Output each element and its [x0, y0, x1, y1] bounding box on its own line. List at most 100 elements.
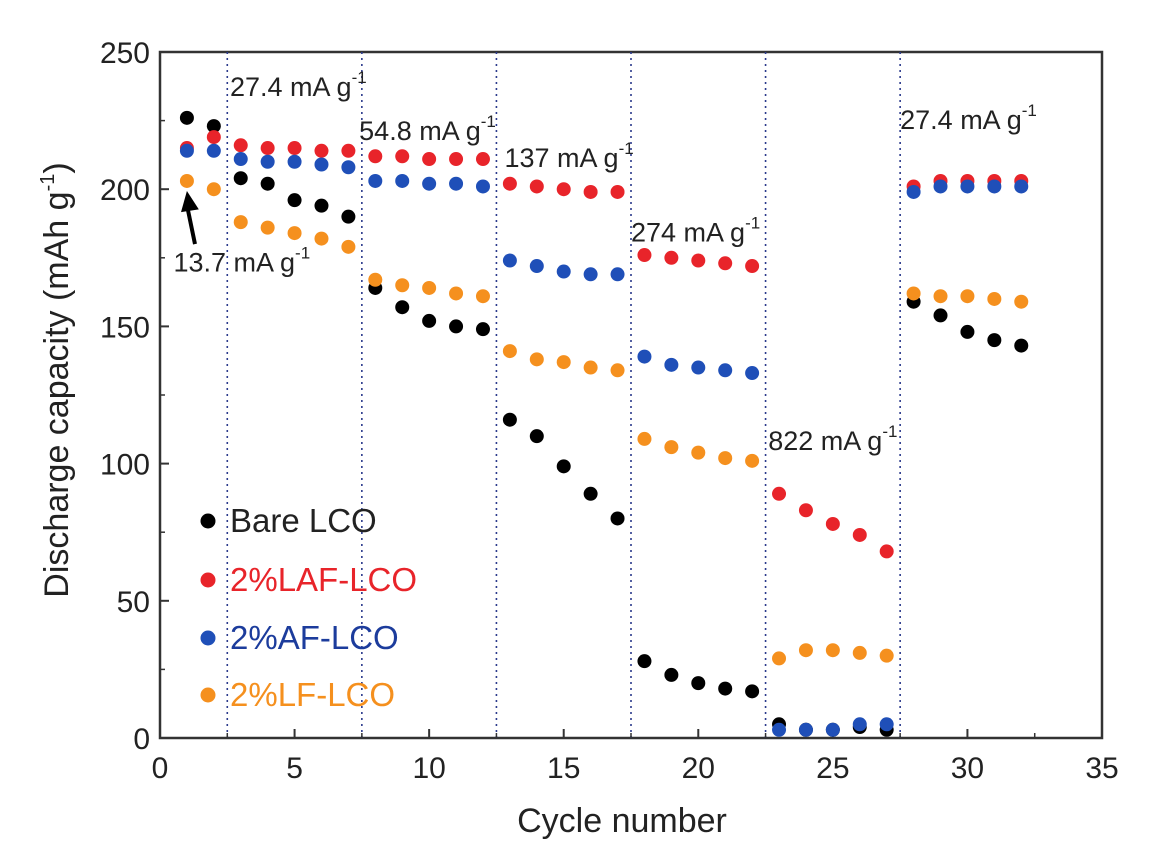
data-point [206, 130, 221, 145]
rate-annotation: 822 mA g-1 [768, 422, 897, 456]
series-2af-lco [179, 143, 1029, 737]
data-point [691, 445, 706, 460]
data-point [368, 149, 383, 164]
annotation-arrowhead [181, 190, 199, 213]
data-point [933, 179, 948, 194]
data-point [260, 220, 275, 235]
data-point [260, 141, 275, 156]
data-point [879, 544, 894, 559]
data-point [529, 259, 544, 274]
data-point [475, 179, 490, 194]
data-point [772, 651, 787, 666]
rate-annotation: 27.4 mA g-1 [900, 101, 1037, 135]
rate-annotation: 274 mA g-1 [631, 213, 760, 247]
data-point [637, 248, 652, 263]
data-point [745, 684, 760, 699]
data-point [583, 267, 598, 282]
axis-ticks: 0 5 10 15 20 25 30 35 0 50 100 150 200 250 [100, 37, 1119, 785]
legend-marker-2af-lco [200, 630, 216, 646]
legend-label-2laf-lco: 2%LAF-LCO [230, 561, 417, 598]
data-point [449, 176, 464, 191]
data-point [502, 253, 517, 268]
data-point [718, 363, 733, 378]
data-point [475, 322, 490, 337]
data-point [529, 179, 544, 194]
data-point [233, 152, 248, 167]
rate-annotation: 54.8 mA g-1 [359, 112, 496, 146]
data-point [179, 173, 194, 188]
y-tick-label: 0 [133, 723, 150, 756]
data-point [879, 648, 894, 663]
data-point [179, 110, 194, 125]
series-2lf-lco [179, 173, 1029, 666]
data-point [637, 349, 652, 364]
data-point [287, 226, 302, 241]
data-point [987, 291, 1002, 306]
data-point [556, 459, 571, 474]
data-point [529, 429, 544, 444]
data-point [745, 366, 760, 381]
data-point [206, 119, 221, 134]
data-point [852, 717, 867, 732]
x-tick-label: 10 [412, 752, 445, 785]
rate-annotation: 27.4 mA g-1 [230, 68, 367, 102]
x-tick-label: 35 [1085, 752, 1118, 785]
data-point [745, 259, 760, 274]
data-point [987, 179, 1002, 194]
data-point [395, 278, 410, 293]
data-point [341, 209, 356, 224]
data-point [556, 264, 571, 279]
data-point [449, 152, 464, 167]
data-point [422, 152, 437, 167]
data-point [664, 250, 679, 265]
x-axis-title: Cycle number [517, 802, 727, 840]
data-point [314, 157, 329, 172]
data-point [260, 176, 275, 191]
data-point [341, 239, 356, 254]
annotation-arrow [184, 204, 197, 245]
data-point [395, 173, 410, 188]
data-point [664, 440, 679, 455]
data-point [825, 722, 840, 737]
x-tick-label: 0 [152, 752, 169, 785]
data-point [314, 198, 329, 213]
data-point [395, 300, 410, 315]
y-tick-label: 250 [100, 37, 150, 70]
data-point [718, 681, 733, 696]
legend-marker-bare-lco [200, 513, 216, 529]
data-point [475, 152, 490, 167]
data-point [287, 193, 302, 208]
data-point [960, 289, 975, 304]
rate-annotation: 13.7 mA g-1 [173, 244, 310, 278]
data-point [610, 184, 625, 199]
data-point [906, 286, 921, 301]
y-tick-label: 50 [117, 586, 150, 619]
data-point [610, 363, 625, 378]
data-point [314, 231, 329, 246]
rate-annotation: 137 mA g-1 [505, 139, 634, 173]
data-point [852, 527, 867, 542]
data-point [933, 289, 948, 304]
rate-boundaries [226, 52, 901, 738]
data-point [664, 667, 679, 682]
data-point [502, 344, 517, 359]
y-tick-label: 200 [100, 174, 150, 207]
data-point [691, 253, 706, 268]
annotations: 13.7 mA g-1 27.4 mA g-1 54.8 mA g-1 137 mA … [173, 68, 1036, 456]
data-point [502, 412, 517, 427]
data-point [556, 182, 571, 197]
data-point [718, 451, 733, 466]
data-point [287, 154, 302, 169]
data-point [529, 352, 544, 367]
data-points [179, 110, 1029, 737]
data-point [745, 453, 760, 468]
x-tick-label: 30 [951, 752, 984, 785]
data-point [233, 171, 248, 186]
data-point [556, 355, 571, 370]
data-point [960, 324, 975, 339]
x-tick-label: 5 [286, 752, 303, 785]
data-point [879, 717, 894, 732]
data-point [233, 138, 248, 153]
x-tick-label: 25 [816, 752, 849, 785]
data-point [179, 143, 194, 158]
